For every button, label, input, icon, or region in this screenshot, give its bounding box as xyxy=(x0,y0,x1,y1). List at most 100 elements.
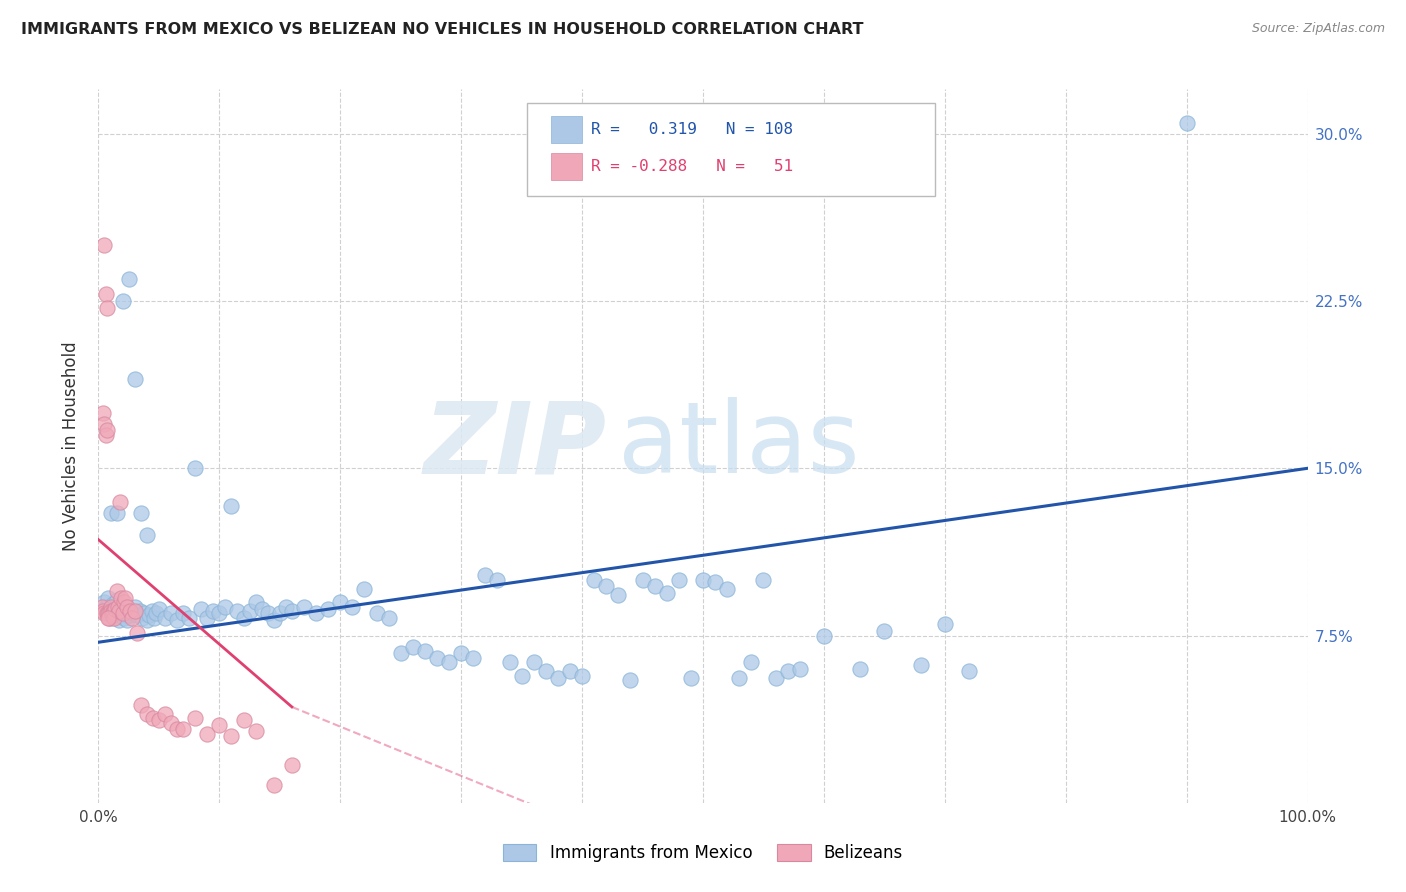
Point xyxy=(292,599,315,614)
Point xyxy=(184,711,207,725)
Point xyxy=(97,610,120,624)
Point xyxy=(250,602,273,616)
Point xyxy=(752,573,775,587)
Text: R =   0.319   N = 108: R = 0.319 N = 108 xyxy=(591,122,793,136)
Point xyxy=(329,595,352,609)
Point xyxy=(105,506,128,520)
Point xyxy=(510,669,533,683)
Point xyxy=(245,724,267,739)
Point xyxy=(245,595,267,609)
Point xyxy=(131,610,153,624)
Legend: Immigrants from Mexico, Belizeans: Immigrants from Mexico, Belizeans xyxy=(503,844,903,863)
Point xyxy=(145,607,167,621)
Point xyxy=(100,610,122,624)
Point xyxy=(96,301,118,315)
Point xyxy=(160,715,183,730)
Point xyxy=(124,604,146,618)
Point xyxy=(138,608,160,623)
Point xyxy=(547,671,569,685)
Point xyxy=(813,628,835,642)
Point xyxy=(631,573,654,587)
Point xyxy=(377,610,399,624)
Point xyxy=(127,626,149,640)
Point xyxy=(96,607,118,621)
Point xyxy=(108,613,131,627)
Point xyxy=(716,582,738,596)
Point xyxy=(148,602,170,616)
Point xyxy=(274,599,297,614)
Point xyxy=(118,604,141,618)
Point xyxy=(342,599,364,614)
Point xyxy=(129,698,152,712)
Point xyxy=(121,607,143,621)
Point xyxy=(208,717,231,731)
Point xyxy=(153,706,176,721)
Point xyxy=(98,604,121,618)
Point xyxy=(110,591,132,605)
Point xyxy=(934,617,956,632)
Point xyxy=(97,591,120,605)
Text: atlas: atlas xyxy=(619,398,860,494)
Point xyxy=(305,607,328,621)
Point xyxy=(316,602,339,616)
Text: ZIP: ZIP xyxy=(423,398,606,494)
Point xyxy=(281,604,304,618)
Point xyxy=(114,604,136,618)
Point xyxy=(353,582,375,596)
Point xyxy=(195,610,218,624)
Point xyxy=(117,599,139,614)
Point xyxy=(160,607,183,621)
Point xyxy=(534,664,557,679)
Point xyxy=(108,494,131,508)
Point xyxy=(389,646,412,660)
Point xyxy=(135,528,157,542)
Point xyxy=(190,602,212,616)
Point xyxy=(692,573,714,587)
Point xyxy=(148,714,170,728)
Text: R = -0.288   N =   51: R = -0.288 N = 51 xyxy=(591,160,793,174)
Point xyxy=(134,607,156,621)
Point xyxy=(94,599,117,614)
Point xyxy=(957,664,980,679)
Point xyxy=(474,568,496,582)
Point xyxy=(269,607,291,621)
Point xyxy=(104,604,127,618)
Point xyxy=(184,461,207,475)
Point xyxy=(450,646,472,660)
Point xyxy=(179,610,201,624)
Point xyxy=(118,271,141,285)
Point xyxy=(740,655,762,669)
Point xyxy=(94,287,117,301)
Point xyxy=(668,573,690,587)
Point xyxy=(402,640,425,654)
Point xyxy=(112,610,135,624)
Point xyxy=(728,671,751,685)
Point xyxy=(111,293,134,308)
Point xyxy=(263,613,285,627)
Point xyxy=(607,589,630,603)
Point xyxy=(111,607,134,621)
Point xyxy=(96,423,118,437)
Point xyxy=(141,604,163,618)
Y-axis label: No Vehicles in Household: No Vehicles in Household xyxy=(62,341,80,551)
Point xyxy=(93,595,115,609)
Point xyxy=(226,604,249,618)
Point xyxy=(108,599,131,614)
Point xyxy=(93,417,115,431)
Point xyxy=(281,758,304,772)
Point xyxy=(103,610,125,624)
Point xyxy=(127,608,149,623)
Point xyxy=(124,599,146,614)
Point xyxy=(142,711,165,725)
Point xyxy=(486,573,509,587)
Point xyxy=(704,574,727,589)
Point xyxy=(124,372,146,386)
Point xyxy=(100,604,122,618)
Point xyxy=(195,726,218,740)
Point xyxy=(655,586,678,600)
Point xyxy=(202,604,225,618)
Point xyxy=(100,602,122,616)
Point xyxy=(100,599,122,614)
Point xyxy=(789,662,811,676)
Point xyxy=(103,608,125,623)
